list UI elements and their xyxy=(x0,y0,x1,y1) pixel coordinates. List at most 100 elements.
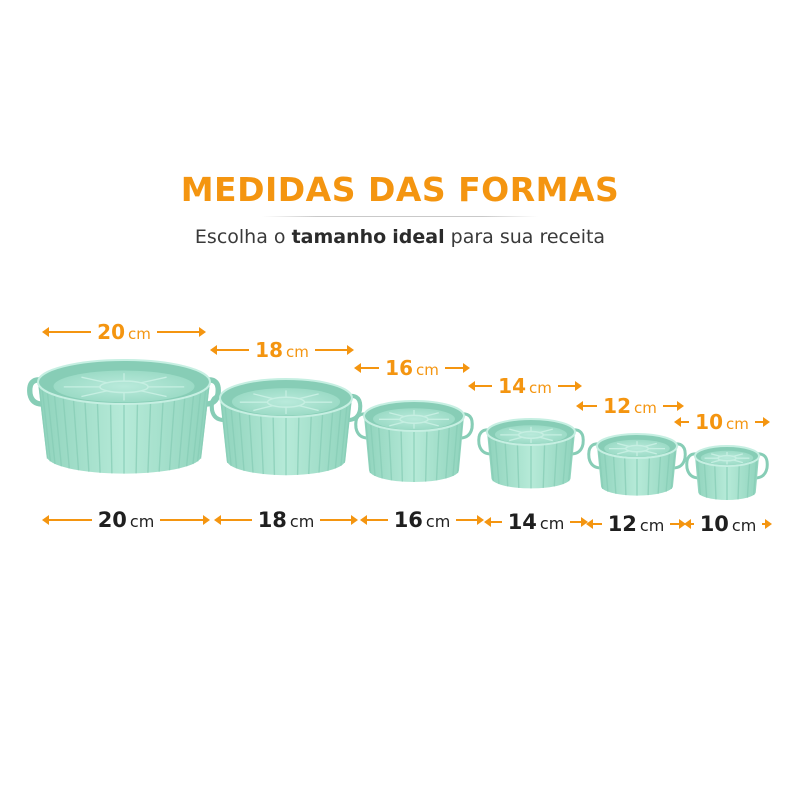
size-unit: cm xyxy=(529,379,552,397)
floor-pattern xyxy=(140,376,167,384)
basket-rib xyxy=(135,403,139,474)
basket-rib xyxy=(158,401,164,472)
size-unit: cm xyxy=(289,512,315,531)
basket-rib xyxy=(696,459,702,496)
basket-rib xyxy=(504,442,509,487)
basket-rib xyxy=(199,385,210,459)
basket-rib xyxy=(327,411,334,471)
basket-rib xyxy=(456,419,463,474)
left-arrow-icon xyxy=(41,327,92,337)
handle-icon xyxy=(209,393,227,423)
top-dimension-18: 18 cm xyxy=(209,338,355,362)
basket-rib xyxy=(553,442,558,487)
handle-icon xyxy=(753,452,769,480)
basket-rib xyxy=(665,452,671,492)
right-arrow-icon xyxy=(754,417,771,427)
top-dimension-20: 20 cm xyxy=(41,320,207,344)
basket-rib xyxy=(542,444,546,488)
basket-rib xyxy=(318,413,324,473)
floor-pattern xyxy=(509,436,523,442)
basket-rib xyxy=(388,428,393,481)
subtitle-emphasis: ideal xyxy=(392,226,445,248)
basket-rib xyxy=(224,405,232,466)
basket-rib xyxy=(567,435,574,482)
size-value: 10 xyxy=(695,410,723,434)
basket-rib xyxy=(445,426,451,479)
left-arrow-icon xyxy=(209,345,250,355)
basket-rib xyxy=(340,405,348,466)
basket-rib xyxy=(365,419,372,474)
size-value: 18 xyxy=(257,508,287,532)
floor-pattern xyxy=(81,376,108,384)
handle-icon xyxy=(458,412,474,440)
right-arrow-icon xyxy=(557,381,583,391)
size-value: 14 xyxy=(507,510,537,534)
floor-pattern xyxy=(81,390,108,398)
size-value: 16 xyxy=(393,508,423,532)
bottom-dimension-14: 14 cm xyxy=(484,510,588,534)
basket-10cm xyxy=(685,445,769,500)
floor-pattern xyxy=(389,412,405,418)
right-arrow-icon xyxy=(762,519,772,529)
size-value: 20 xyxy=(97,508,127,532)
left-arrow-icon xyxy=(360,515,388,525)
right-arrow-icon xyxy=(160,515,210,525)
basket-rib xyxy=(53,394,63,467)
handle-icon xyxy=(569,428,585,456)
basket-rib xyxy=(612,455,617,494)
basket-rib xyxy=(109,403,113,474)
basket-rib xyxy=(598,449,604,490)
right-arrow-icon xyxy=(570,517,588,527)
basket-rib xyxy=(62,397,70,469)
size-unit: cm xyxy=(416,361,439,379)
size-value: 10 xyxy=(699,512,729,536)
floor-pattern xyxy=(298,405,319,412)
basket-rib xyxy=(178,397,186,469)
floor-pattern xyxy=(423,421,439,427)
size-value: 12 xyxy=(607,512,637,536)
size-value: 12 xyxy=(603,394,631,418)
handle-icon xyxy=(671,442,687,470)
basket-rib xyxy=(494,439,500,485)
floor-pattern xyxy=(710,459,721,464)
title-divider xyxy=(262,216,538,217)
right-arrow-icon xyxy=(670,519,686,529)
basket-rib xyxy=(714,465,717,500)
floor-pattern xyxy=(298,393,319,400)
floor-pattern xyxy=(733,453,744,457)
size-value: 16 xyxy=(385,356,413,380)
floor-pattern xyxy=(509,428,523,434)
basket-rib xyxy=(334,408,342,469)
basket-16cm xyxy=(354,400,474,482)
right-arrow-icon xyxy=(320,515,358,525)
left-arrow-icon xyxy=(484,517,502,527)
size-unit: cm xyxy=(731,516,757,535)
page-title: MEDIDAS DAS FORMAS xyxy=(180,170,620,209)
right-arrow-icon xyxy=(156,327,207,337)
top-dimension-12: 12 cm xyxy=(575,394,685,418)
basket-rib xyxy=(623,457,627,496)
basket-rib xyxy=(96,402,101,473)
bottom-dimension-12: 12 cm xyxy=(586,512,686,536)
handle-icon xyxy=(477,428,493,456)
basket-14cm xyxy=(477,418,585,489)
top-dimension-10: 10 cm xyxy=(673,410,771,434)
basket-rib xyxy=(41,388,52,462)
size-unit: cm xyxy=(286,343,309,361)
bottom-dimension-18: 18 cm xyxy=(214,508,358,532)
left-arrow-icon xyxy=(353,363,380,373)
size-unit: cm xyxy=(639,516,665,535)
top-dimension-16: 16 cm xyxy=(353,356,471,380)
right-arrow-icon xyxy=(444,363,471,373)
bottom-dimension-16: 16 cm xyxy=(360,508,484,532)
basket-rib xyxy=(737,465,740,500)
basket-rib xyxy=(377,426,383,479)
basket-rib xyxy=(516,444,520,488)
page-subtitle: Escolha o tamanho ideal para sua receita xyxy=(0,226,800,248)
basket-rib xyxy=(435,428,440,481)
basket-rib xyxy=(452,423,458,477)
basket-rib xyxy=(230,408,238,469)
left-arrow-icon xyxy=(575,401,598,411)
basket-rib xyxy=(752,459,758,496)
